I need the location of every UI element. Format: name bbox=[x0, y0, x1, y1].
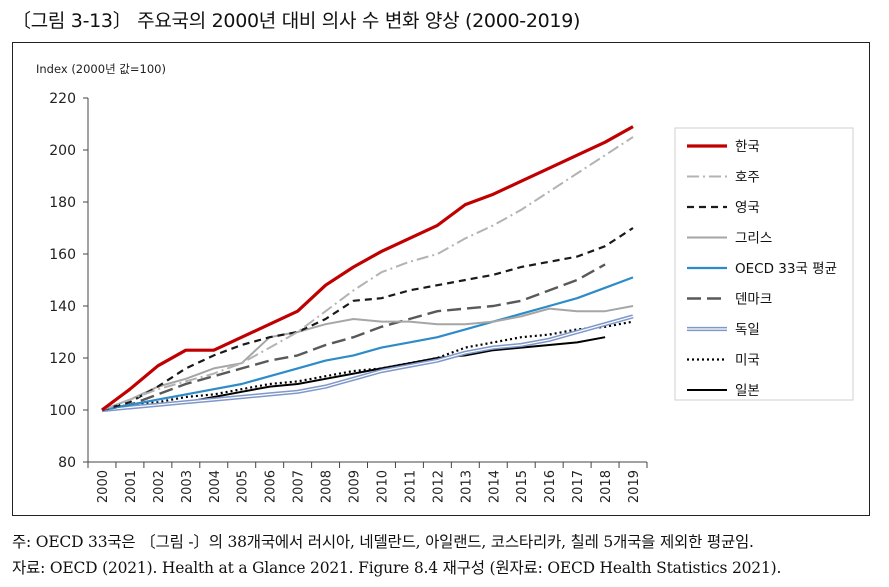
y-tick-label: 180 bbox=[49, 195, 76, 211]
legend-label: 호주 bbox=[735, 170, 760, 186]
y-tick-label: 80 bbox=[58, 455, 76, 471]
chart-frame bbox=[12, 42, 870, 516]
x-tick-label: 2006 bbox=[264, 470, 279, 503]
line-chart: Index (2000년 값=100) 80 100 120 140 160 180 200… bbox=[36, 62, 854, 503]
y-tick-label: 140 bbox=[49, 299, 76, 315]
x-tick-label: 2000 bbox=[96, 470, 111, 503]
y-axis-label: Index (2000년 값=100) bbox=[36, 62, 166, 76]
y-tick-label: 200 bbox=[49, 143, 76, 159]
y-tick-label: 160 bbox=[49, 247, 76, 263]
legend-label: 독일 bbox=[735, 322, 760, 338]
y-tick-label: 120 bbox=[49, 351, 76, 367]
series-line bbox=[101, 125, 634, 412]
x-tick-label: 2017 bbox=[571, 470, 586, 503]
x-tick-label: 2013 bbox=[459, 470, 474, 503]
x-tick-label: 2011 bbox=[403, 470, 418, 503]
x-tick-label: 2012 bbox=[431, 470, 446, 503]
x-tick-label: 2002 bbox=[152, 470, 167, 503]
footnote: 주: OECD 33국은 〔그림 -〕의 38개국에서 러시아, 네델란드, 아… bbox=[12, 533, 754, 551]
x-tick-label: 2007 bbox=[292, 470, 307, 503]
x-tick-label: 2003 bbox=[180, 470, 195, 503]
x-tick-label: 2009 bbox=[348, 470, 363, 503]
x-tick-label: 2001 bbox=[124, 470, 139, 503]
legend-box bbox=[674, 127, 854, 401]
legend-label: 그리스 bbox=[735, 231, 772, 247]
series-line bbox=[101, 315, 634, 411]
legend-label: 일본 bbox=[735, 383, 760, 399]
legend-label: 영국 bbox=[735, 200, 760, 216]
legend-label: OECD 33국 평균 bbox=[735, 261, 837, 277]
x-tick-label: 2005 bbox=[236, 470, 251, 503]
legend-label: 덴마크 bbox=[735, 292, 772, 308]
series-line bbox=[101, 276, 634, 412]
legend-label: 미국 bbox=[735, 353, 760, 369]
x-tick-label: 2018 bbox=[599, 470, 614, 503]
legend-label: 한국 bbox=[735, 139, 760, 155]
series-line bbox=[101, 136, 634, 411]
y-tick-label: 100 bbox=[49, 403, 76, 419]
series-lines bbox=[101, 125, 634, 413]
x-tick-label: 2014 bbox=[487, 470, 502, 503]
axes: 80 100 120 140 160 180 200 220 2000 2001 2002 2003 2… bbox=[49, 91, 648, 503]
figure-title: 〔그림 3-13〕 주요국의 2000년 대비 의사 수 변화 양상 (2000… bbox=[12, 10, 581, 32]
x-tick-label: 2015 bbox=[515, 470, 530, 503]
x-tick-label: 2016 bbox=[543, 470, 558, 503]
series-line bbox=[101, 263, 606, 412]
x-tick-label: 2004 bbox=[208, 470, 223, 503]
x-tick-label: 2019 bbox=[627, 470, 642, 503]
source-note: 자료: OECD (2021). Health at a Glance 2021… bbox=[12, 559, 782, 577]
y-tick-label: 220 bbox=[49, 91, 76, 107]
series-line bbox=[101, 305, 634, 411]
x-tick-label: 2010 bbox=[375, 470, 390, 503]
series-line bbox=[101, 320, 634, 412]
x-tick-label: 2008 bbox=[320, 470, 335, 503]
series-line bbox=[101, 227, 634, 412]
